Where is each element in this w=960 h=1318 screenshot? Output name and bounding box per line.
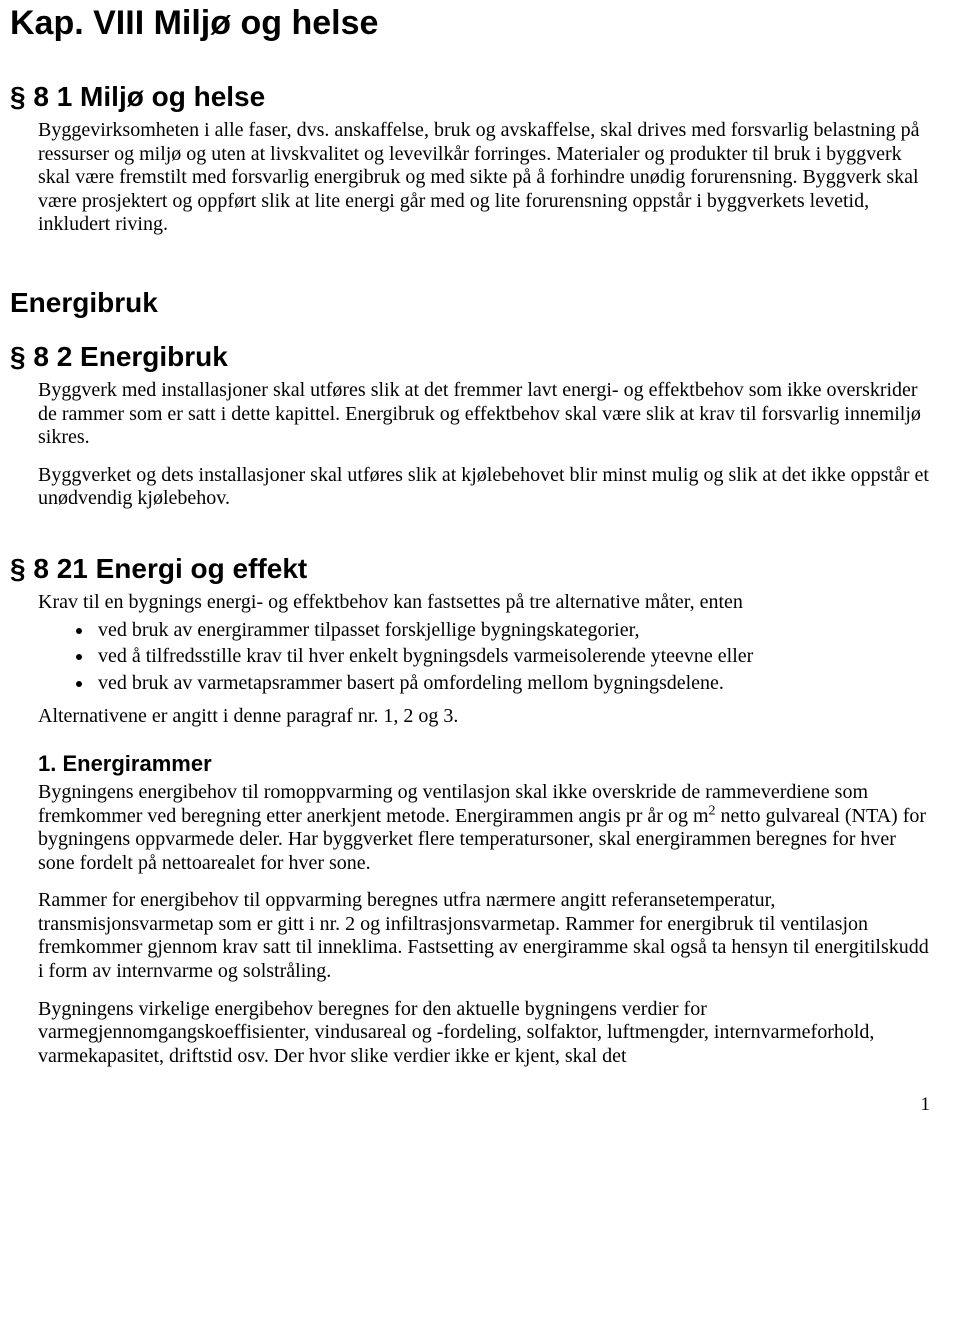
section-8-2-heading: § 8 2 Energibruk	[10, 341, 936, 373]
section-8-2-p1: Byggverk med installasjoner skal utføres…	[38, 379, 936, 450]
energirammer-p3: Bygningens virkelige energibehov beregne…	[38, 998, 936, 1069]
section-8-1-heading: § 8 1 Miljø og helse	[10, 81, 936, 113]
energirammer-p2: Rammer for energibehov til oppvarming be…	[38, 889, 936, 983]
section-8-1-body: Byggevirksomheten i alle faser, dvs. ans…	[38, 119, 936, 237]
energibruk-heading: Energibruk	[10, 287, 936, 319]
bullet-item: ved bruk av varmetapsrammer basert på om…	[94, 672, 936, 696]
page-number: 1	[10, 1094, 936, 1116]
energirammer-heading: 1. Energirammer	[38, 751, 936, 777]
section-8-21-heading: § 8 21 Energi og effekt	[10, 553, 936, 585]
section-8-2-p2: Byggverket og dets installasjoner skal u…	[38, 464, 936, 511]
energirammer-p1: Bygningens energibehov til romoppvarming…	[38, 781, 936, 875]
page-title: Kap. VIII Miljø og helse	[10, 0, 936, 43]
section-8-21-alternatives: Alternativene er angitt i denne paragraf…	[38, 705, 936, 729]
bullet-item: ved bruk av energirammer tilpasset forsk…	[94, 619, 936, 643]
section-8-21-intro: Krav til en bygnings energi- og effektbe…	[38, 591, 936, 615]
bullet-item: ved å tilfredsstille krav til hver enkel…	[94, 645, 936, 669]
section-8-21-bullets: ved bruk av energirammer tilpasset forsk…	[38, 619, 936, 696]
